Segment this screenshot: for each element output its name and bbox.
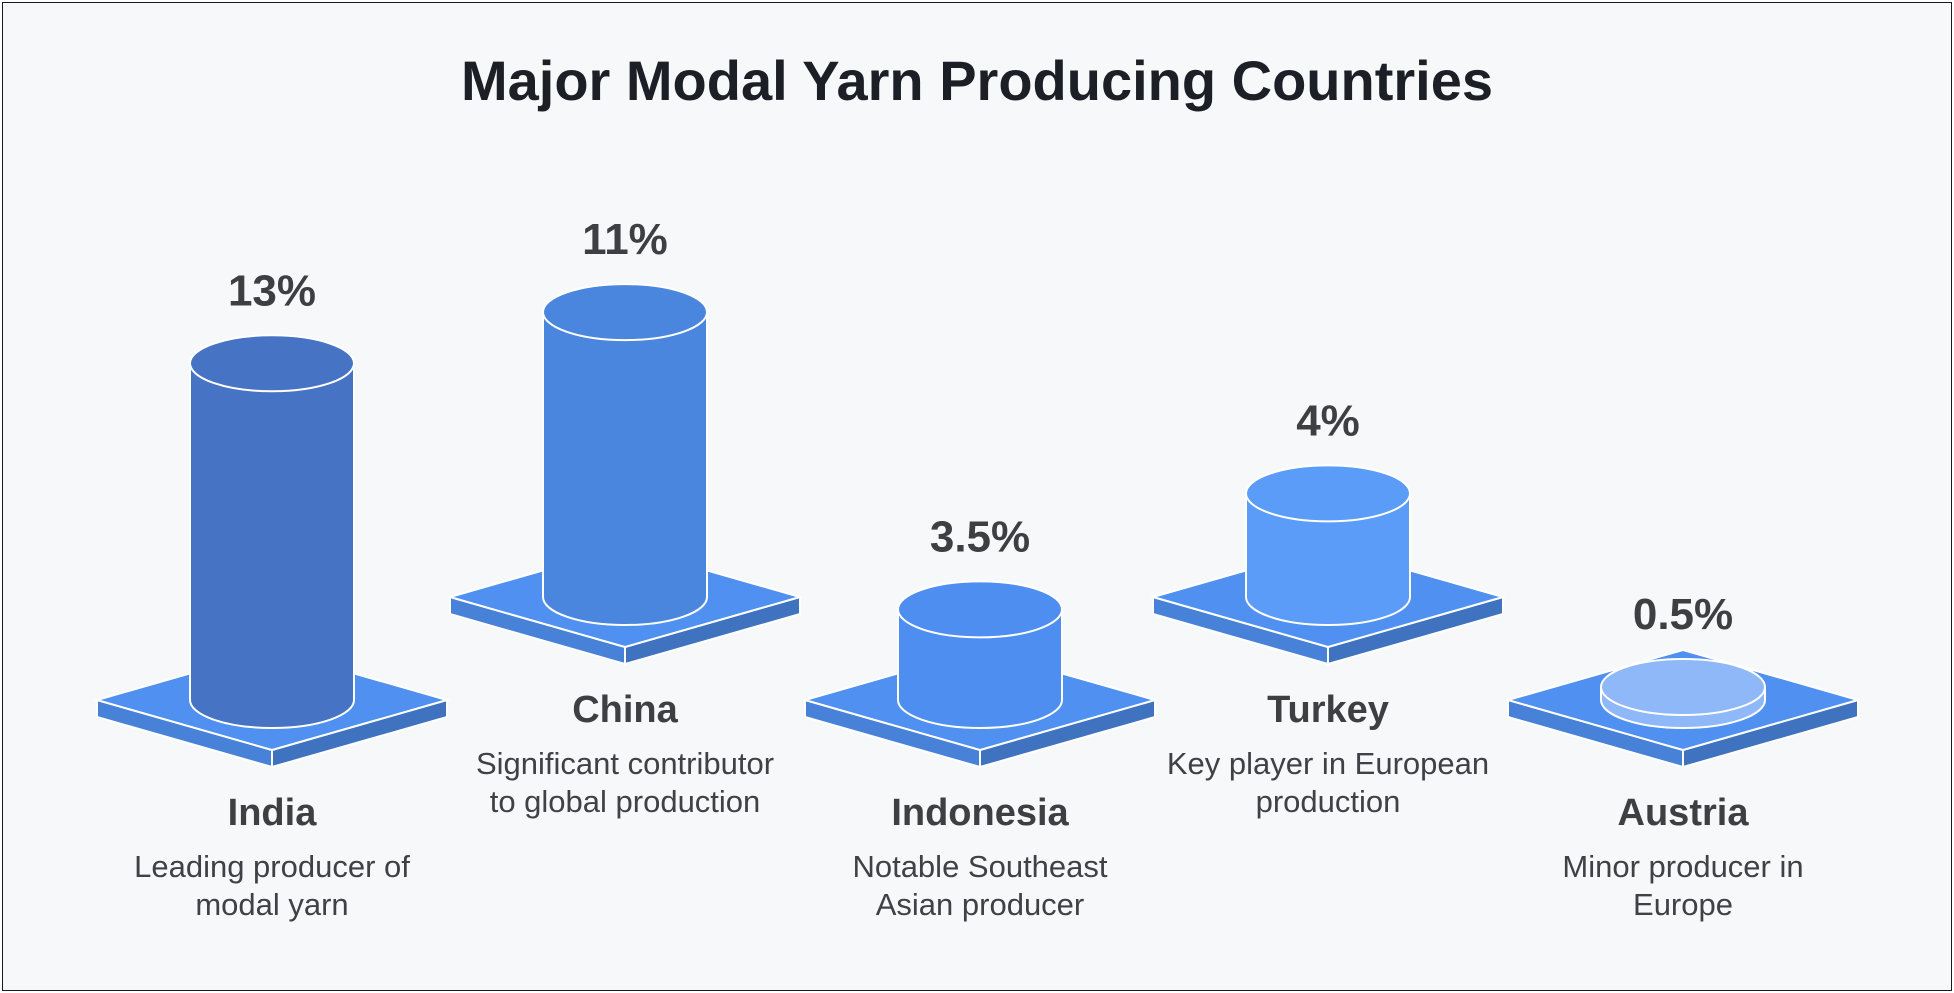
value-label-austria: 0.5% (1633, 590, 1733, 639)
category-label-india: India (228, 792, 318, 834)
category-label-china: China (572, 689, 678, 731)
description-austria-line-1: Minor producer in (1562, 849, 1803, 884)
bar-top-india (189, 334, 355, 393)
bar-china (542, 311, 708, 626)
bar-top-china (542, 283, 708, 342)
bar-india (189, 362, 355, 729)
bar-top-austria (1600, 658, 1766, 717)
description-indonesia-line-2: Asian producer (876, 887, 1085, 922)
chart-title: Major Modal Yarn Producing Countries (461, 49, 1493, 112)
description-china-line-1: Significant contributor (476, 746, 774, 781)
value-label-indonesia: 3.5% (930, 512, 1030, 561)
description-indonesia-line-1: Notable Southeast (852, 849, 1107, 884)
category-label-indonesia: Indonesia (891, 792, 1069, 834)
value-label-turkey: 4% (1296, 396, 1360, 445)
bar-top-indonesia (897, 580, 1063, 639)
description-turkey-line-2: production (1256, 784, 1401, 819)
description-india-line-2: modal yarn (195, 887, 348, 922)
bar-indonesia (897, 608, 1063, 729)
description-austria-line-2: Europe (1633, 887, 1733, 922)
bar-top-turkey (1245, 464, 1411, 523)
category-label-turkey: Turkey (1267, 689, 1389, 731)
description-india-line-1: Leading producer of (134, 849, 410, 884)
description-turkey-line-1: Key player in European (1167, 746, 1489, 781)
bar-turkey (1245, 492, 1411, 626)
description-china-line-2: to global production (490, 784, 761, 819)
value-label-china: 11% (582, 215, 668, 264)
category-label-austria: Austria (1618, 792, 1750, 834)
value-label-india: 13% (228, 266, 316, 315)
